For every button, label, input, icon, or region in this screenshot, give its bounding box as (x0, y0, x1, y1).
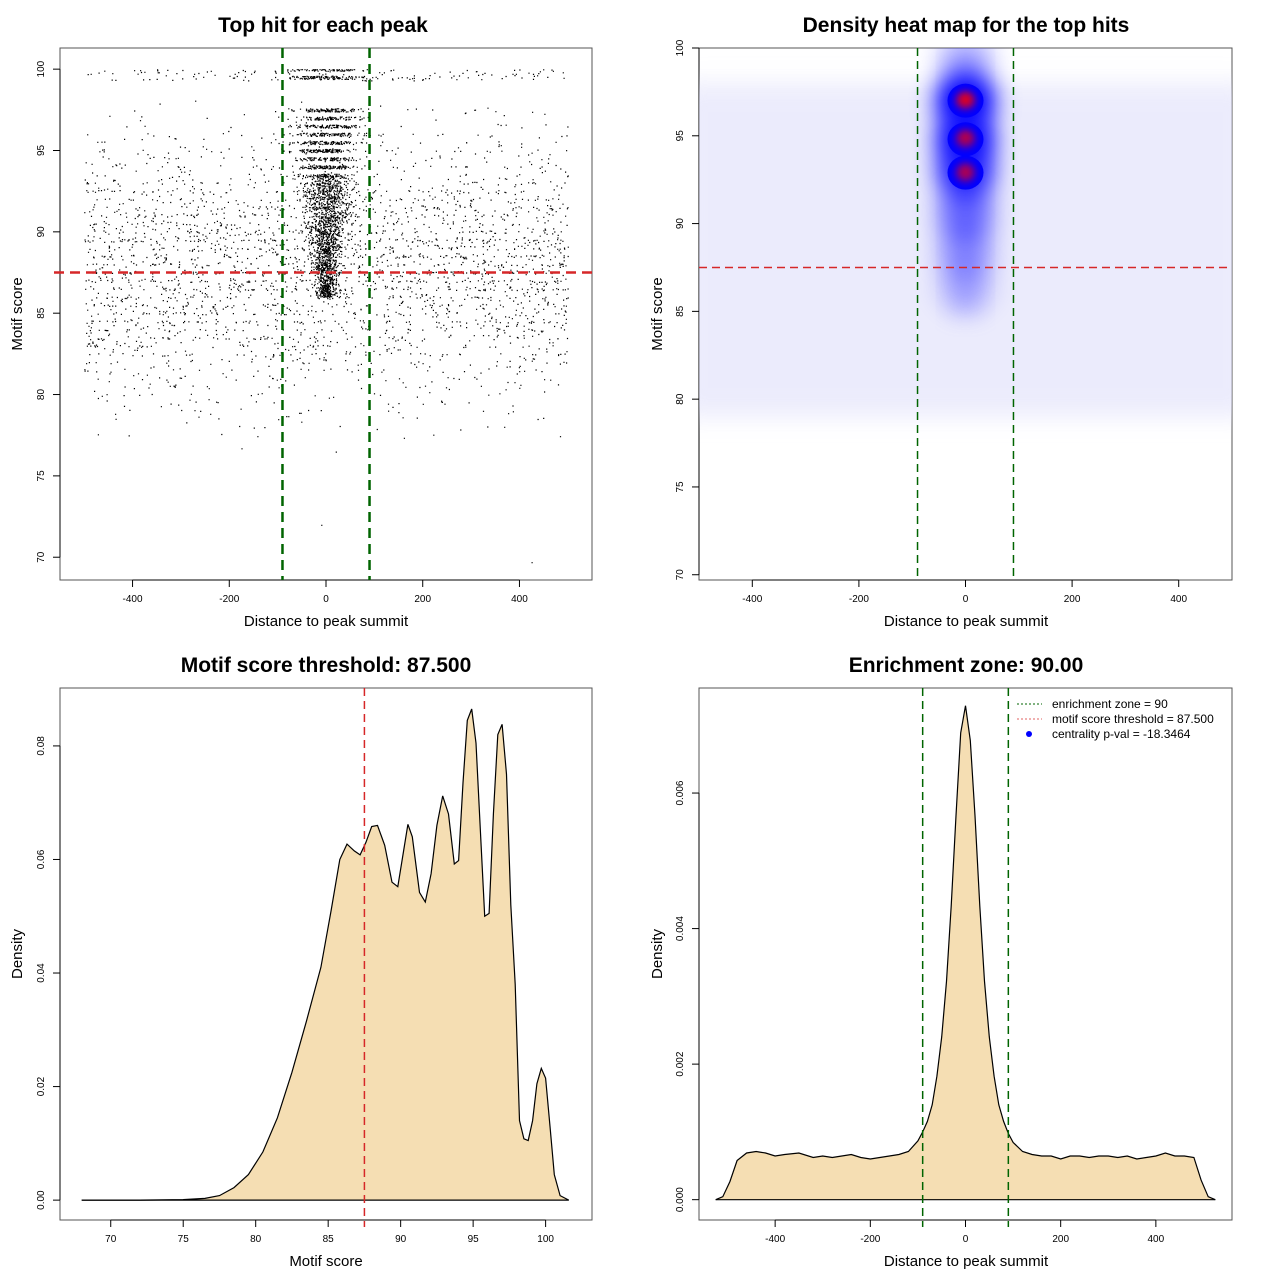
position-density-xlabel: Distance to peak summit (884, 1253, 1049, 1270)
heatmap-hotspot-peak (956, 130, 975, 149)
heatmap-hotspot-peak (956, 163, 975, 182)
legend-swatch-pval (1026, 731, 1032, 737)
y-tick-label: 0.02 (36, 1076, 47, 1096)
x-tick-label: -200 (849, 594, 869, 605)
y-tick-label: 0.08 (36, 736, 47, 756)
y-tick-label: 80 (675, 393, 686, 405)
y-tick-label: 75 (36, 470, 47, 482)
x-tick-label: 90 (395, 1234, 407, 1245)
heatmap-layer (699, 48, 1232, 417)
panel-scatter: Top hit for each peak Distance to peak s… (9, 14, 598, 630)
x-tick-label: 85 (323, 1234, 335, 1245)
y-tick-label: 95 (36, 144, 47, 156)
x-tick-label: 0 (963, 594, 969, 605)
heatmap-hotspot-peak (956, 91, 975, 110)
heatmap-hotspot (935, 48, 996, 89)
y-tick-label: 85 (36, 307, 47, 319)
x-tick-label: 100 (537, 1234, 554, 1245)
scatter-points (84, 69, 569, 564)
legend-label-enrichment: enrichment zone = 90 (1052, 697, 1168, 711)
x-tick-label: -400 (742, 594, 762, 605)
x-tick-label: 200 (1064, 594, 1081, 605)
y-tick-label: 90 (36, 226, 47, 238)
x-tick-label: -400 (765, 1234, 785, 1245)
x-tick-label: 200 (1052, 1234, 1069, 1245)
x-tick-label: 400 (1148, 1234, 1165, 1245)
density-area (715, 705, 1216, 1200)
heatmap-xlabel: Distance to peak summit (884, 613, 1049, 630)
x-tick-label: 95 (468, 1234, 480, 1245)
y-tick-label: 80 (36, 389, 47, 401)
legend-label-threshold: motif score threshold = 87.500 (1052, 712, 1214, 726)
y-tick-label: 100 (36, 60, 47, 77)
legend: enrichment zone = 90 motif score thresho… (1017, 697, 1214, 741)
y-tick-label: 90 (675, 218, 686, 230)
y-tick-label: 0.00 (36, 1190, 47, 1210)
x-tick-label: 200 (414, 594, 431, 605)
scatter-title: Top hit for each peak (218, 14, 428, 37)
x-tick-label: 400 (511, 594, 528, 605)
panel-position-density: Enrichment zone: 90.00 Distance to peak … (649, 654, 1233, 1270)
x-tick-label: 0 (963, 1234, 969, 1245)
y-tick-label: 70 (675, 569, 686, 581)
score-density-title: Motif score threshold: 87.500 (181, 654, 472, 677)
scatter-point-cloud (84, 69, 569, 564)
y-tick-label: 0.006 (675, 780, 686, 805)
x-tick-label: 75 (178, 1234, 190, 1245)
density-curve (81, 708, 570, 1201)
position-density-ylabel: Density (649, 928, 666, 979)
x-tick-label: -200 (219, 594, 239, 605)
score-density-ylabel: Density (9, 928, 26, 979)
heatmap-ylabel: Motif score (649, 277, 666, 350)
y-tick-label: 85 (675, 305, 686, 317)
legend-label-pval: centrality p-val = -18.3464 (1052, 727, 1191, 741)
x-tick-label: -200 (860, 1234, 880, 1245)
y-tick-label: 75 (675, 481, 686, 493)
x-tick-label: 0 (323, 594, 329, 605)
y-tick-label: 0.000 (675, 1187, 686, 1212)
scatter-ylabel: Motif score (9, 277, 26, 350)
x-tick-label: 80 (250, 1234, 262, 1245)
density-area (81, 709, 569, 1201)
y-tick-label: 70 (36, 551, 47, 563)
x-tick-label: 70 (105, 1234, 117, 1245)
scatter-xlabel: Distance to peak summit (244, 613, 409, 630)
y-tick-label: 0.04 (36, 963, 47, 983)
density-curve (715, 705, 1216, 1201)
panel-score-density: Motif score threshold: 87.500 Motif scor… (9, 654, 593, 1270)
y-tick-label: 0.002 (675, 1051, 686, 1076)
y-tick-label: 0.004 (675, 916, 686, 941)
heatmap-title: Density heat map for the top hits (803, 14, 1130, 37)
score-density-xlabel: Motif score (289, 1253, 362, 1270)
y-tick-label: 100 (675, 39, 686, 56)
position-density-title: Enrichment zone: 90.00 (849, 654, 1084, 677)
heatmap-hotspot (935, 257, 996, 314)
panel-heatmap: Density heat map for the top hits Distan… (649, 14, 1233, 630)
x-tick-label: -400 (123, 594, 143, 605)
y-tick-label: 95 (675, 130, 686, 142)
x-tick-label: 400 (1170, 594, 1187, 605)
y-tick-label: 0.06 (36, 849, 47, 869)
